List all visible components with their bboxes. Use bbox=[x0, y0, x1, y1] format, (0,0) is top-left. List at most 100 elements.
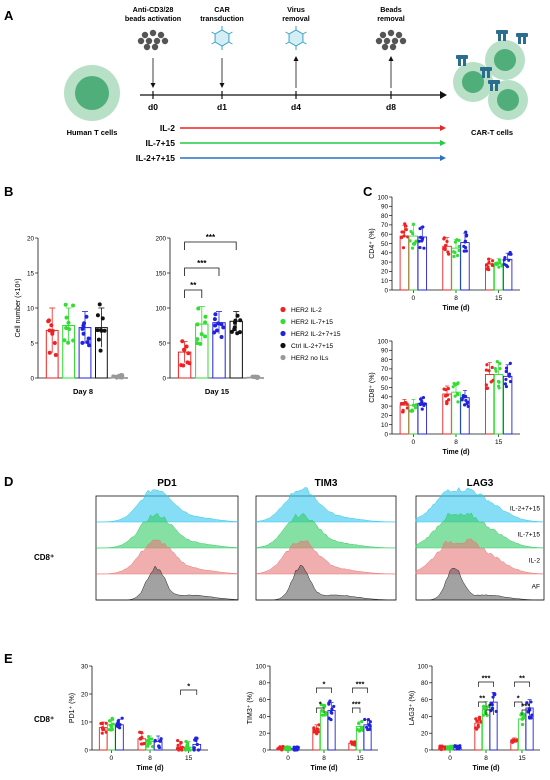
y-tick-label: 30 bbox=[381, 403, 389, 410]
histogram-title: LAG3 bbox=[467, 478, 494, 489]
significance-bracket bbox=[352, 707, 361, 713]
data-point bbox=[495, 360, 499, 364]
data-point bbox=[192, 746, 196, 750]
y-tick-label: 0 bbox=[424, 747, 428, 754]
significance-marker: *** bbox=[356, 680, 365, 689]
y-tick-label: 0 bbox=[384, 431, 388, 438]
data-point bbox=[363, 717, 367, 722]
data-point bbox=[498, 361, 502, 366]
data-point bbox=[463, 240, 467, 244]
legend-marker bbox=[280, 318, 286, 325]
data-point bbox=[219, 335, 224, 340]
legend-label: Ctrl IL-2+7+15 bbox=[291, 343, 333, 350]
significance-bracket bbox=[514, 701, 523, 707]
data-point bbox=[184, 344, 189, 349]
bar bbox=[417, 236, 428, 291]
x-tick-label: 15 bbox=[185, 755, 193, 762]
data-point bbox=[327, 701, 331, 705]
x-tick-label: 0 bbox=[110, 755, 114, 762]
data-point bbox=[446, 250, 450, 254]
bar bbox=[460, 242, 470, 291]
data-point bbox=[485, 263, 489, 267]
data-point bbox=[402, 234, 406, 238]
panel-letter-a: A bbox=[4, 8, 14, 23]
y-tick-label: 0 bbox=[84, 747, 88, 754]
data-point bbox=[487, 260, 491, 265]
data-point bbox=[503, 382, 508, 386]
data-point bbox=[462, 249, 466, 253]
data-point bbox=[444, 388, 448, 392]
data-point bbox=[508, 379, 513, 384]
y-tick-label: 100 bbox=[377, 338, 388, 345]
histogram-track bbox=[415, 567, 545, 601]
data-point bbox=[85, 340, 90, 345]
condition-arrowhead bbox=[440, 140, 446, 146]
data-point bbox=[504, 377, 508, 382]
panel-letter-e: E bbox=[4, 651, 13, 666]
significance-marker: *** bbox=[197, 259, 207, 268]
data-point bbox=[359, 727, 363, 731]
data-point bbox=[216, 321, 221, 326]
data-point bbox=[452, 254, 456, 259]
y-tick-label: 90 bbox=[381, 348, 389, 355]
data-point bbox=[184, 748, 188, 752]
data-point bbox=[62, 338, 67, 343]
condition-label: IL-7+15 bbox=[145, 138, 175, 148]
data-point bbox=[367, 723, 371, 727]
data-point bbox=[456, 392, 460, 397]
data-point bbox=[157, 744, 161, 748]
data-point bbox=[466, 400, 470, 404]
legend-marker bbox=[280, 306, 286, 313]
y-tick-label: 10 bbox=[381, 278, 389, 285]
data-point bbox=[67, 327, 72, 332]
condition-label: IL-2 bbox=[160, 123, 175, 133]
x-tick-label: 0 bbox=[448, 755, 452, 762]
data-point bbox=[109, 728, 113, 732]
y-axis-title: CD4⁺ (%) bbox=[369, 228, 376, 259]
track-label: AF bbox=[532, 583, 540, 590]
data-point bbox=[404, 401, 408, 405]
data-point bbox=[504, 366, 509, 370]
x-tick-label: 15 bbox=[356, 755, 364, 762]
data-point bbox=[87, 343, 92, 348]
data-point bbox=[411, 403, 416, 407]
data-point bbox=[411, 409, 415, 413]
condition-label: IL-2+7+15 bbox=[136, 153, 175, 163]
significance-marker: * bbox=[517, 694, 520, 703]
legend-marker bbox=[280, 354, 286, 361]
data-point bbox=[476, 723, 480, 727]
data-point bbox=[490, 701, 494, 705]
y-tick-label: 80 bbox=[381, 213, 389, 220]
data-point bbox=[235, 331, 240, 336]
data-point bbox=[368, 720, 372, 724]
step-label-line1: Beads bbox=[380, 5, 402, 14]
data-point bbox=[525, 701, 529, 705]
step-day-label: d4 bbox=[291, 102, 301, 112]
data-point bbox=[95, 328, 100, 333]
data-point bbox=[147, 738, 151, 742]
data-point bbox=[229, 329, 234, 334]
data-point bbox=[98, 328, 103, 333]
step-label-line2: beads activation bbox=[125, 14, 181, 23]
x-tick-label: 0 bbox=[412, 439, 416, 446]
y-tick-label: 100 bbox=[417, 663, 428, 670]
data-point bbox=[146, 742, 150, 746]
data-point bbox=[404, 227, 408, 232]
data-point bbox=[400, 230, 404, 234]
data-point bbox=[487, 257, 491, 261]
significance-marker: ** bbox=[190, 281, 197, 290]
y-axis-title: CD8⁺ (%) bbox=[369, 372, 376, 403]
data-point bbox=[451, 385, 455, 389]
data-point bbox=[442, 237, 446, 241]
track-label: IL-2+7+15 bbox=[510, 505, 540, 512]
y-tick-label: 10 bbox=[81, 719, 89, 726]
panel-b-cell-number: 0 5 10 15 20 Cell number (×10⁶) Day 8 0 50 100 150… bbox=[15, 233, 264, 396]
significance-marker: * bbox=[488, 702, 491, 711]
y-tick-label: 0 bbox=[162, 375, 166, 382]
virus-icon bbox=[211, 26, 233, 50]
x-axis-title: Day 8 bbox=[73, 387, 93, 396]
data-point bbox=[349, 740, 353, 744]
data-point bbox=[96, 337, 101, 342]
x-tick-label: 8 bbox=[322, 755, 326, 762]
data-point bbox=[221, 325, 226, 330]
